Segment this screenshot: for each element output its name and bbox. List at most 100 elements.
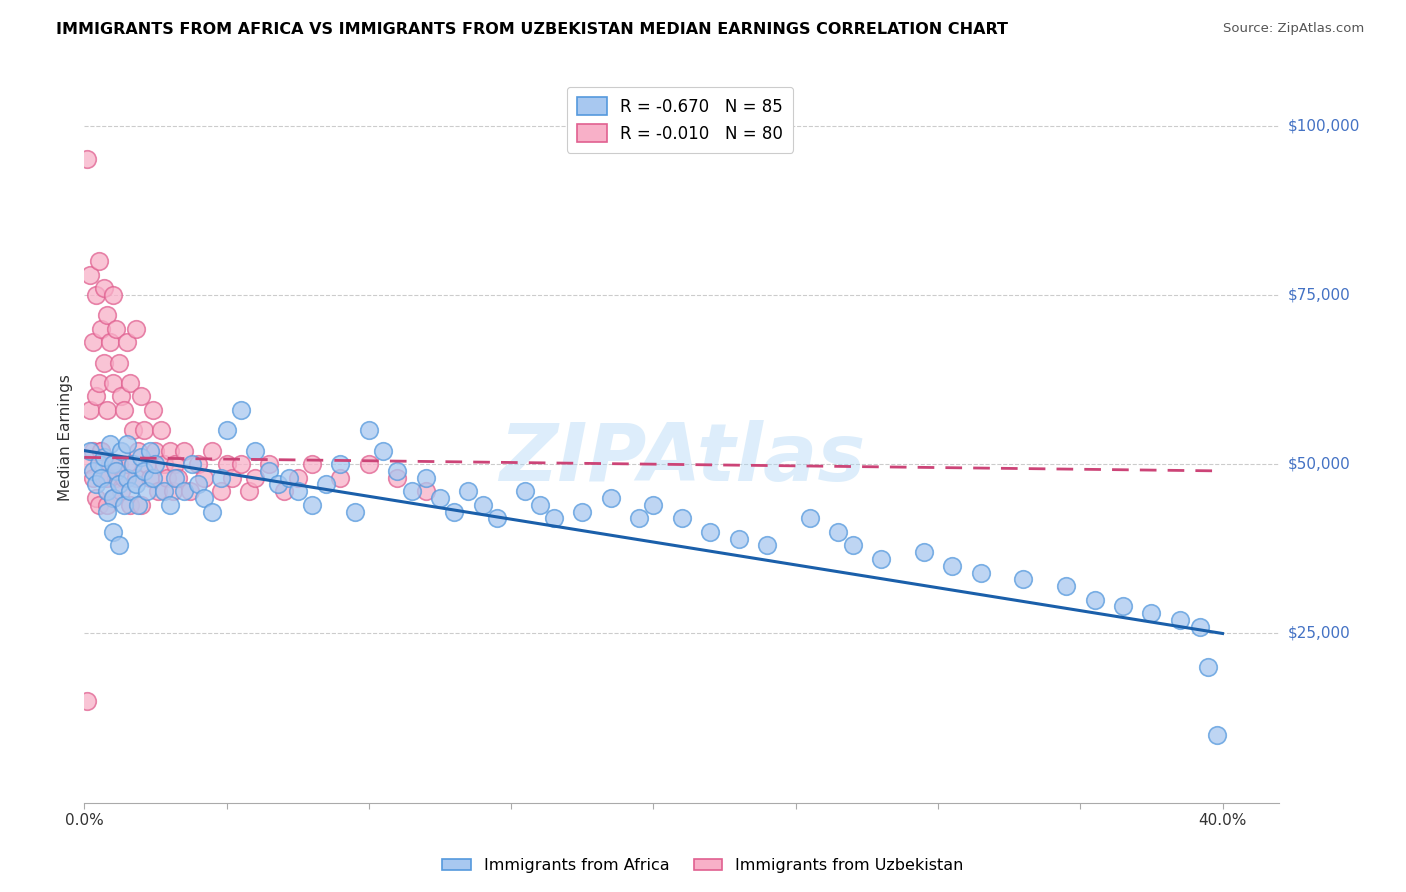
Point <box>643 498 665 512</box>
Point <box>127 443 149 458</box>
Point <box>129 389 152 403</box>
Point <box>485 511 508 525</box>
Text: ZIPAtlas: ZIPAtlas <box>499 420 865 498</box>
Point <box>1197 660 1219 674</box>
Point <box>84 389 107 403</box>
Point <box>315 477 337 491</box>
Point <box>387 464 409 478</box>
Point <box>193 491 215 505</box>
Point <box>79 403 101 417</box>
Point <box>127 498 149 512</box>
Point <box>90 471 112 485</box>
Point <box>1083 592 1105 607</box>
Point <box>599 491 621 505</box>
Point <box>93 471 115 485</box>
Point <box>671 511 693 525</box>
Point <box>118 376 141 390</box>
Point <box>79 268 101 282</box>
Point <box>132 423 156 437</box>
Point <box>82 471 104 485</box>
Point <box>387 471 409 485</box>
Point <box>173 443 195 458</box>
Point <box>1012 572 1035 586</box>
Point <box>112 498 135 512</box>
Point <box>1205 728 1227 742</box>
Legend: Immigrants from Africa, Immigrants from Uzbekistan: Immigrants from Africa, Immigrants from … <box>436 852 970 880</box>
Point <box>96 505 118 519</box>
Point <box>201 505 224 519</box>
Point <box>457 484 479 499</box>
Point <box>329 471 352 485</box>
Point <box>267 477 290 491</box>
Point <box>98 335 121 350</box>
Point <box>101 376 124 390</box>
Point <box>173 484 195 499</box>
Text: $75,000: $75,000 <box>1288 287 1351 302</box>
Text: $100,000: $100,000 <box>1288 118 1360 133</box>
Point <box>107 477 129 491</box>
Point <box>1054 579 1077 593</box>
Point <box>136 484 159 499</box>
Point <box>115 335 138 350</box>
Point <box>90 443 112 458</box>
Point <box>96 484 118 499</box>
Point <box>107 355 129 369</box>
Point <box>121 457 143 471</box>
Point <box>124 477 146 491</box>
Point <box>259 464 281 478</box>
Point <box>101 524 124 539</box>
Point <box>104 471 127 485</box>
Point <box>357 457 380 471</box>
Point <box>82 335 104 350</box>
Point <box>159 498 181 512</box>
Point <box>273 484 295 499</box>
Legend: R = -0.670   N = 85, R = -0.010   N = 80: R = -0.670 N = 85, R = -0.010 N = 80 <box>567 87 793 153</box>
Point <box>699 524 721 539</box>
Point <box>124 322 146 336</box>
Point <box>529 498 551 512</box>
Point <box>132 464 156 478</box>
Point <box>101 491 124 505</box>
Point <box>515 484 537 499</box>
Point <box>287 484 309 499</box>
Point <box>101 457 124 471</box>
Point <box>87 254 110 268</box>
Point <box>79 443 101 458</box>
Point <box>145 443 167 458</box>
Point <box>443 505 465 519</box>
Point <box>121 423 143 437</box>
Point <box>193 471 215 485</box>
Point <box>238 484 260 499</box>
Point <box>107 538 129 552</box>
Point <box>912 545 935 559</box>
Point <box>118 484 141 499</box>
Point <box>129 498 152 512</box>
Point <box>110 389 132 403</box>
Point <box>415 484 437 499</box>
Point <box>93 355 115 369</box>
Text: Source: ZipAtlas.com: Source: ZipAtlas.com <box>1223 22 1364 36</box>
Point <box>162 484 184 499</box>
Point <box>139 443 162 458</box>
Point <box>301 498 323 512</box>
Point <box>209 484 232 499</box>
Point <box>115 471 138 485</box>
Point <box>179 484 201 499</box>
Point <box>90 443 112 458</box>
Point <box>415 471 437 485</box>
Point <box>727 532 749 546</box>
Point <box>628 511 651 525</box>
Point <box>343 505 366 519</box>
Point <box>76 694 98 708</box>
Point <box>153 457 176 471</box>
Point <box>153 484 176 499</box>
Point <box>115 437 138 451</box>
Point <box>1140 606 1163 620</box>
Point <box>827 524 849 539</box>
Point <box>229 457 252 471</box>
Text: $25,000: $25,000 <box>1288 626 1351 641</box>
Point <box>287 471 309 485</box>
Point <box>357 423 380 437</box>
Point <box>401 484 423 499</box>
Point <box>215 457 238 471</box>
